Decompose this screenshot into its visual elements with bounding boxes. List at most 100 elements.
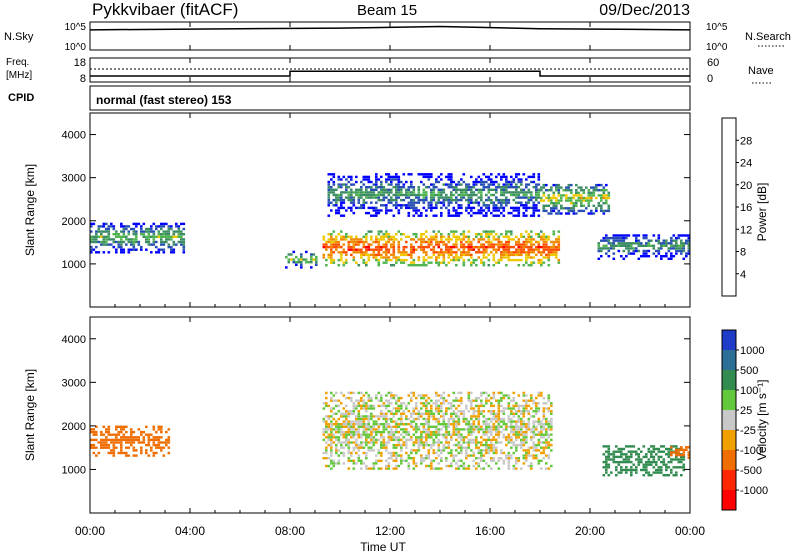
- heatmap-cell: [415, 240, 418, 244]
- heatmap-cell: [622, 242, 626, 245]
- heatmap-cell: [540, 436, 543, 439]
- heatmap-cell: [385, 423, 388, 426]
- heatmap-cell: [437, 462, 441, 465]
- heatmap-cell: [107, 233, 111, 236]
- heatmap-cell: [442, 412, 446, 415]
- heatmap-cell: [682, 453, 686, 457]
- cpid-text: normal (fast stereo) 153: [96, 93, 232, 107]
- heatmap-cell: [567, 186, 571, 189]
- heatmap-cell: [572, 209, 576, 213]
- heatmap-cell: [135, 248, 138, 251]
- heatmap-cell: [440, 402, 443, 405]
- heatmap-cell: [412, 261, 416, 264]
- heatmap-cell: [500, 391, 503, 395]
- heatmap-cell: [105, 441, 108, 444]
- heatmap-cell: [477, 428, 481, 431]
- heatmap-cell: [392, 214, 396, 217]
- heatmap-cell: [287, 258, 291, 261]
- heatmap-cell: [537, 423, 541, 426]
- heatmap-cell: [335, 391, 338, 395]
- heatmap-cell: [457, 391, 461, 395]
- heatmap-cell: [477, 423, 481, 426]
- heatmap-cell: [342, 248, 346, 251]
- heatmap-cell: [462, 233, 466, 236]
- heatmap-cell: [147, 238, 151, 241]
- heatmap-cell: [487, 243, 491, 246]
- heatmap-cell: [547, 248, 551, 251]
- heatmap-cell: [467, 394, 471, 397]
- heatmap-cell: [330, 245, 333, 249]
- heatmap-cell: [505, 180, 508, 184]
- heatmap-cell: [627, 455, 631, 459]
- heatmap-cell: [107, 428, 111, 431]
- heatmap-cell: [365, 253, 368, 257]
- heatmap-cell: [440, 428, 443, 431]
- heatmap-cell: [330, 256, 333, 259]
- heatmap-cell: [397, 191, 401, 194]
- heatmap-cell: [422, 430, 426, 434]
- heatmap-cell: [422, 233, 426, 236]
- heatmap-cell: [472, 399, 476, 402]
- heatmap-cell: [340, 206, 343, 210]
- heatmap-cell: [112, 449, 116, 452]
- heatmap-cell: [477, 201, 481, 204]
- heatmap-cell: [402, 402, 406, 405]
- heatmap-cell: [132, 430, 136, 434]
- heatmap-cell: [462, 462, 466, 465]
- heatmap-cell: [490, 449, 493, 452]
- heatmap-cell: [150, 243, 153, 246]
- heatmap-cell: [580, 186, 583, 189]
- heatmap-cell: [430, 459, 433, 462]
- heatmap-cell: [547, 436, 551, 439]
- heatmap-cell: [385, 425, 388, 428]
- heatmap-cell: [520, 467, 523, 470]
- heatmap-cell: [367, 258, 371, 262]
- heatmap-cell: [525, 186, 528, 189]
- heatmap-cell: [387, 233, 391, 236]
- heatmap-cell: [107, 251, 111, 254]
- heatmap-cell: [530, 399, 533, 402]
- heatmap-cell: [182, 227, 186, 231]
- heatmap-cell: [330, 191, 333, 194]
- heatmap-cell: [470, 423, 473, 426]
- heatmap-cell: [602, 212, 606, 215]
- heatmap-cell: [372, 420, 376, 423]
- heatmap-cell: [135, 235, 138, 238]
- heatmap-cell: [652, 247, 656, 250]
- heatmap-cell: [105, 243, 108, 246]
- heatmap-cell: [517, 245, 521, 249]
- heatmap-cell: [490, 428, 493, 431]
- heatmap-cell: [585, 199, 588, 202]
- heatmap-cell: [365, 175, 368, 179]
- heatmap-cell: [110, 222, 113, 226]
- heatmap-cell: [350, 423, 353, 426]
- heatmap-cell: [342, 183, 346, 186]
- x-tick-label: 04:00: [175, 524, 205, 538]
- heatmap-cell: [462, 245, 466, 249]
- heatmap-cell: [145, 449, 148, 452]
- heatmap-cell: [535, 449, 538, 452]
- heatmap-cell: [367, 433, 371, 436]
- heatmap-cell: [642, 455, 646, 459]
- heatmap-cell: [520, 191, 523, 194]
- heatmap-cell: [322, 451, 326, 455]
- heatmap-cell: [405, 407, 408, 410]
- heatmap-cell: [127, 446, 131, 449]
- heatmap-cell: [455, 449, 458, 452]
- heatmap-cell: [575, 202, 578, 205]
- heatmap-cell: [342, 441, 346, 444]
- heatmap-cell: [325, 436, 328, 439]
- heatmap-cell: [525, 438, 528, 442]
- heatmap-cell: [162, 251, 166, 254]
- heatmap-cell: [577, 186, 581, 189]
- heatmap-cell: [482, 415, 486, 418]
- heatmap-cell: [167, 451, 171, 455]
- heatmap-cell: [605, 455, 608, 459]
- heatmap-cell: [392, 251, 396, 254]
- heatmap-cell: [532, 449, 536, 452]
- heatmap-cell: [95, 238, 98, 241]
- heatmap-cell: [460, 459, 463, 462]
- heatmap-cell: [357, 402, 361, 405]
- heatmap-cell: [332, 251, 336, 254]
- heatmap-cell: [655, 255, 658, 258]
